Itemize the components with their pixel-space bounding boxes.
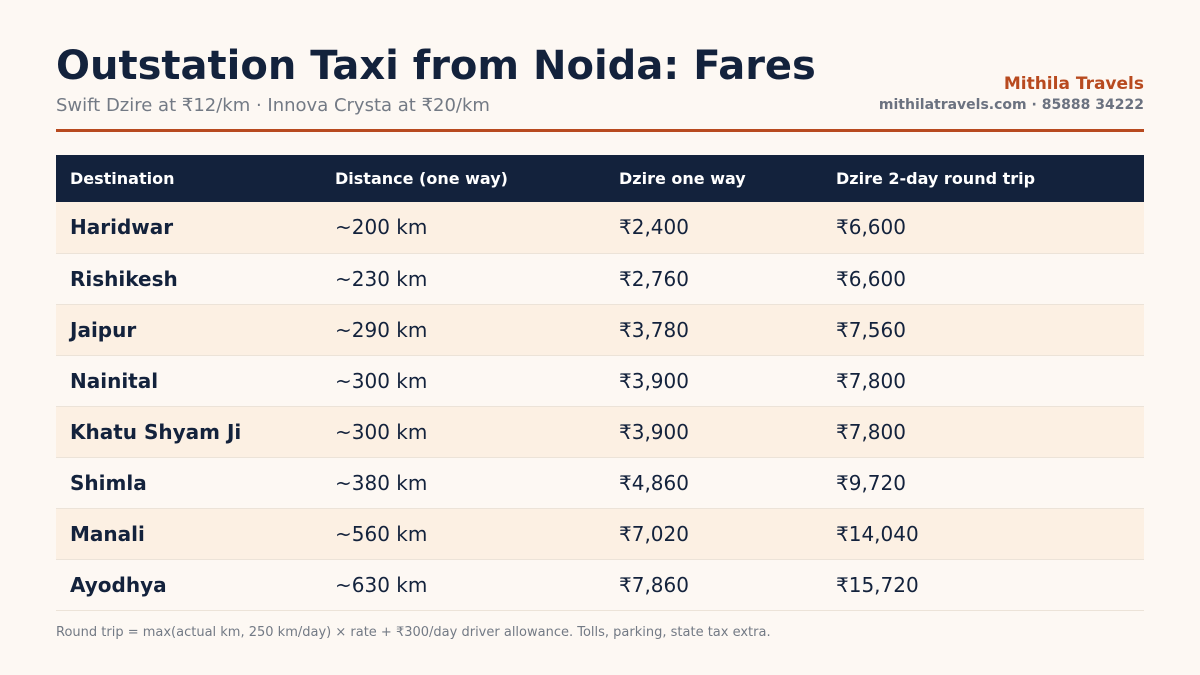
round-trip-fare-cell: ₹6,600 [836,266,906,291]
one-way-fare-cell: ₹2,400 [619,215,689,240]
round-trip-fare-cell: ₹15,720 [836,572,919,597]
distance-cell: ~300 km [335,368,428,393]
column-header-dzire-one-way: Dzire one way [619,169,746,188]
column-header-dzire-round-trip: Dzire 2-day round trip [836,169,1036,188]
destination-cell: Khatu Shyam Ji [70,419,242,444]
table-row: Haridwar ~200 km ₹2,400 ₹6,600 [56,202,1144,253]
column-header-distance: Distance (one way) [335,169,508,188]
brand-name: Mithila Travels [1003,74,1144,94]
round-trip-fare-cell: ₹6,600 [836,215,906,240]
fare-table: Destination Distance (one way) Dzire one… [56,155,1144,611]
round-trip-fare-cell: ₹7,560 [836,317,906,342]
distance-cell: ~290 km [335,317,428,342]
one-way-fare-cell: ₹4,860 [619,470,689,495]
destination-cell: Manali [70,521,145,546]
distance-cell: ~560 km [335,521,428,546]
table-row: Khatu Shyam Ji ~300 km ₹3,900 ₹7,800 [56,406,1144,457]
footnote: Round trip = max(actual km, 250 km/day) … [56,625,771,640]
fare-table-body: Haridwar ~200 km ₹2,400 ₹6,600 Rishikesh… [56,202,1144,610]
distance-cell: ~630 km [335,572,428,597]
destination-cell: Jaipur [70,317,137,342]
page-subtitle: Swift Dzire at ₹12/km · Innova Crysta at… [56,95,490,116]
destination-cell: Haridwar [70,215,174,240]
destination-cell: Ayodhya [70,572,167,597]
header: Outstation Taxi from Noida: Fares Swift … [56,42,1144,132]
destination-cell: Rishikesh [70,266,178,291]
distance-cell: ~230 km [335,266,428,291]
header-divider [56,129,1144,132]
table-row: Nainital ~300 km ₹3,900 ₹7,800 [56,355,1144,406]
table-row: Jaipur ~290 km ₹3,780 ₹7,560 [56,304,1144,355]
round-trip-fare-cell: ₹7,800 [836,368,906,393]
one-way-fare-cell: ₹3,780 [619,317,689,342]
table-row: Ayodhya ~630 km ₹7,860 ₹15,720 [56,559,1144,610]
one-way-fare-cell: ₹3,900 [619,368,689,393]
table-row: Shimla ~380 km ₹4,860 ₹9,720 [56,457,1144,508]
round-trip-fare-cell: ₹7,800 [836,419,906,444]
fare-card: Outstation Taxi from Noida: Fares Swift … [56,0,1144,675]
round-trip-fare-cell: ₹9,720 [836,470,906,495]
destination-cell: Nainital [70,368,159,393]
one-way-fare-cell: ₹7,860 [619,572,689,597]
distance-cell: ~200 km [335,215,428,240]
page-title: Outstation Taxi from Noida: Fares [56,43,816,89]
destination-cell: Shimla [70,470,147,495]
one-way-fare-cell: ₹2,760 [619,266,689,291]
table-row: Rishikesh ~230 km ₹2,760 ₹6,600 [56,253,1144,304]
fare-table-header: Destination Distance (one way) Dzire one… [56,155,1144,202]
distance-cell: ~380 km [335,470,428,495]
column-header-destination: Destination [70,169,175,188]
distance-cell: ~300 km [335,419,428,444]
round-trip-fare-cell: ₹14,040 [836,521,919,546]
table-row: Manali ~560 km ₹7,020 ₹14,040 [56,508,1144,559]
header-row: Destination Distance (one way) Dzire one… [56,155,1144,202]
brand-contact: mithilatravels.com · 85888 34222 [878,97,1144,113]
brand-block: Mithila Travels mithilatravels.com · 858… [879,74,1144,116]
one-way-fare-cell: ₹7,020 [619,521,689,546]
one-way-fare-cell: ₹3,900 [619,419,689,444]
